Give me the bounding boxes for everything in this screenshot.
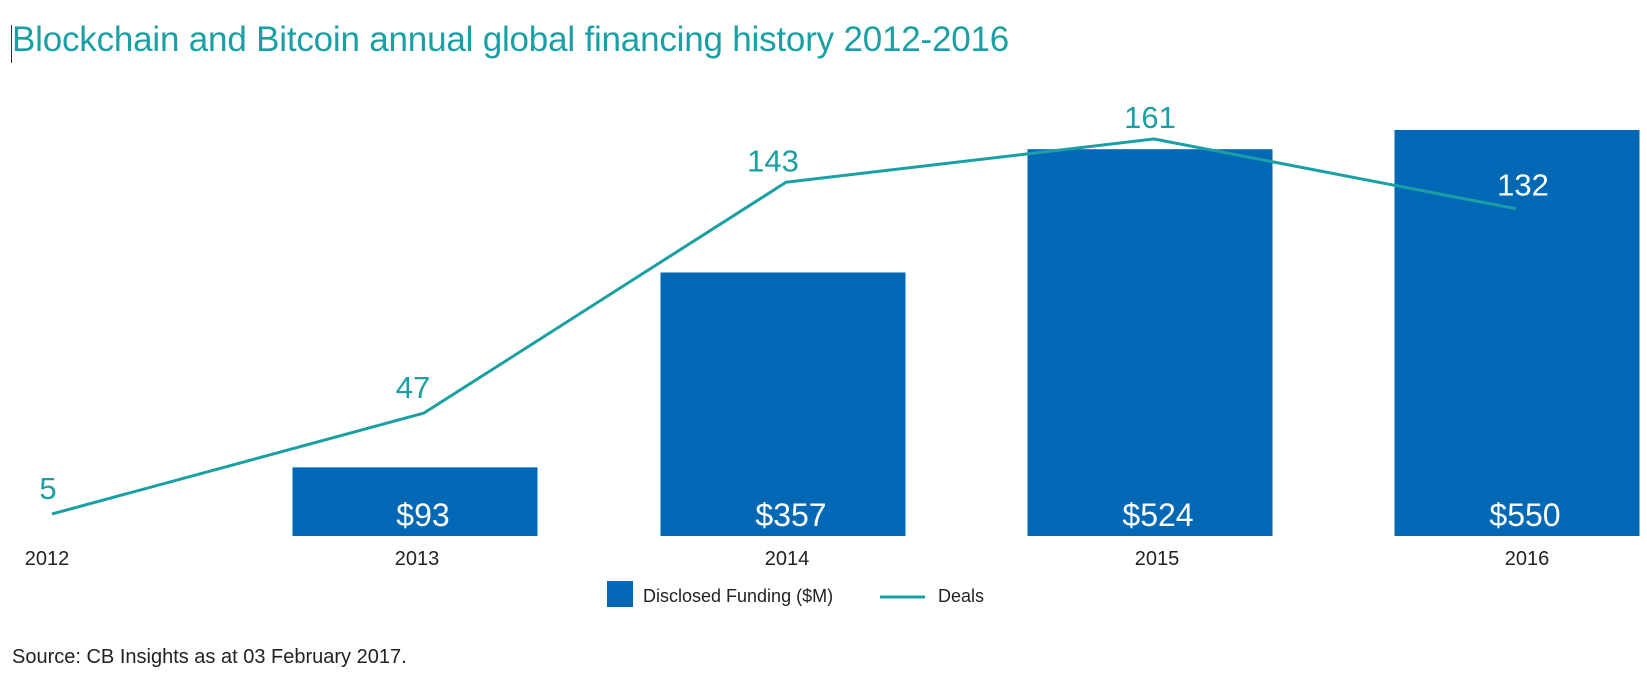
source-note: Source: CB Insights as at 03 February 20… — [12, 646, 407, 668]
legend-funding-swatch — [607, 581, 633, 607]
funding-bar-label-2013: $93 — [396, 497, 449, 533]
funding-bar-2016 — [1394, 130, 1640, 536]
deals-label-2014: 143 — [747, 143, 799, 178]
title-cursor — [11, 25, 12, 63]
funding-bar-2014 — [660, 272, 906, 536]
deals-line-layer — [51, 137, 1517, 516]
legend-deals-label: Deals — [938, 586, 984, 606]
deals-line — [51, 137, 1517, 516]
legend-funding-label: Disclosed Funding ($M) — [643, 586, 833, 606]
x-tick-label-2015: 2015 — [1135, 548, 1180, 570]
legend: Disclosed Funding ($M) Deals — [607, 581, 984, 607]
chart-title: Blockchain and Bitcoin annual global fin… — [12, 20, 1010, 59]
deals-label-2016: 132 — [1497, 168, 1549, 203]
x-axis-labels: 2012 2013 2014 2015 2016 — [25, 548, 1550, 570]
deals-label-2015: 161 — [1124, 100, 1176, 135]
x-tick-label-2012: 2012 — [25, 548, 70, 570]
funding-bar-2013 — [292, 467, 538, 536]
labels-layer: $93 $357 $524 $550 5 47 143 161 132 — [39, 100, 1560, 533]
x-tick-label-2013: 2013 — [395, 548, 440, 570]
funding-bar-2015 — [1027, 149, 1273, 536]
funding-bar-label-2015: $524 — [1122, 497, 1193, 533]
x-tick-label-2014: 2014 — [765, 548, 810, 570]
bars-layer — [292, 130, 1640, 536]
deals-label-2013: 47 — [396, 370, 430, 405]
x-tick-label-2016: 2016 — [1505, 548, 1550, 570]
deals-label-2012: 5 — [39, 471, 56, 506]
chart-canvas: $93 $357 $524 $550 5 47 143 161 132 2012 2013 2014… — [25, 100, 1640, 607]
funding-bar-label-2014: $357 — [755, 497, 826, 533]
funding-bar-label-2016: $550 — [1489, 497, 1560, 533]
